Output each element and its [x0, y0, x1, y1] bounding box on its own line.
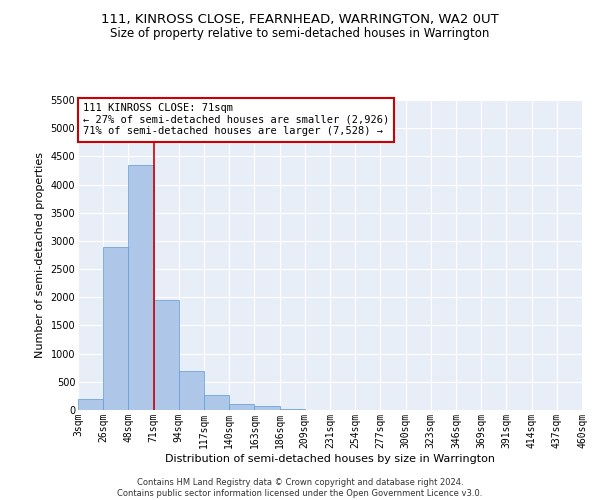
Text: 111, KINROSS CLOSE, FEARNHEAD, WARRINGTON, WA2 0UT: 111, KINROSS CLOSE, FEARNHEAD, WARRINGTO…	[101, 12, 499, 26]
Bar	[103, 246, 128, 410]
Bar	[179, 370, 204, 410]
X-axis label: Distribution of semi-detached houses by size in Warrington: Distribution of semi-detached houses by …	[165, 454, 495, 464]
Bar	[128, 165, 154, 410]
Bar	[280, 408, 305, 410]
Bar	[78, 398, 103, 410]
Bar	[204, 395, 229, 410]
Text: Contains HM Land Registry data © Crown copyright and database right 2024.
Contai: Contains HM Land Registry data © Crown c…	[118, 478, 482, 498]
Y-axis label: Number of semi-detached properties: Number of semi-detached properties	[35, 152, 45, 358]
Bar	[154, 300, 179, 410]
Text: Size of property relative to semi-detached houses in Warrington: Size of property relative to semi-detach…	[110, 28, 490, 40]
Bar	[254, 406, 280, 410]
Bar	[229, 404, 254, 410]
Text: 111 KINROSS CLOSE: 71sqm
← 27% of semi-detached houses are smaller (2,926)
71% o: 111 KINROSS CLOSE: 71sqm ← 27% of semi-d…	[83, 103, 389, 136]
